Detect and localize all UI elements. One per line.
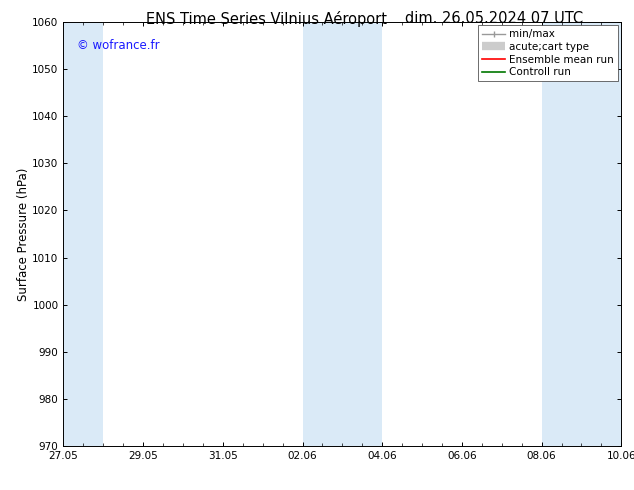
Text: © wofrance.fr: © wofrance.fr xyxy=(77,39,160,52)
Y-axis label: Surface Pressure (hPa): Surface Pressure (hPa) xyxy=(16,167,30,301)
Text: dim. 26.05.2024 07 UTC: dim. 26.05.2024 07 UTC xyxy=(406,11,583,26)
Legend: min/max, acute;cart type, Ensemble mean run, Controll run: min/max, acute;cart type, Ensemble mean … xyxy=(478,25,618,81)
Bar xyxy=(541,22,621,446)
Bar xyxy=(302,22,382,446)
Bar xyxy=(63,22,103,446)
Text: ENS Time Series Vilnius Aéroport: ENS Time Series Vilnius Aéroport xyxy=(146,11,387,27)
